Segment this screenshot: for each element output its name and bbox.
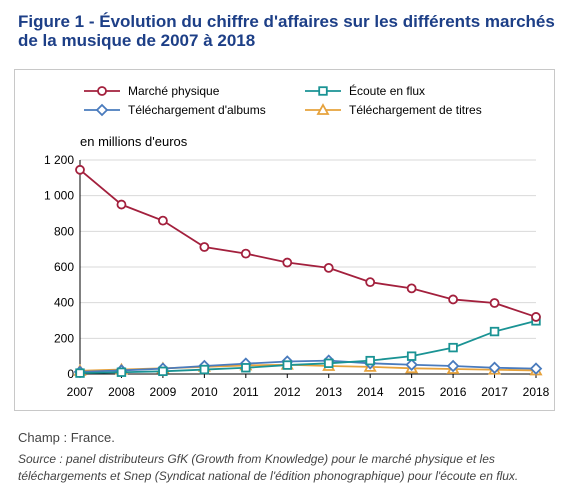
data-point — [406, 351, 417, 361]
figure-title-line-2: de la musique de 2007 à 2018 — [18, 31, 256, 50]
legend-item: Téléchargement de titres — [305, 103, 482, 117]
y-axis-label: en millions d'euros — [80, 134, 188, 149]
x-tick-label: 2009 — [150, 385, 177, 399]
legend-item: Marché physique — [84, 84, 220, 98]
scope-note: Champ : France. — [18, 430, 115, 445]
data-point — [406, 283, 417, 294]
y-tick-label: 200 — [54, 331, 74, 345]
y-tick-label: 400 — [54, 296, 74, 310]
data-point — [448, 342, 458, 353]
data-point — [75, 368, 85, 378]
series-1 — [75, 316, 541, 378]
x-tick-label: 2012 — [274, 385, 301, 399]
series-line — [79, 169, 537, 318]
data-point — [282, 360, 292, 370]
data-point — [241, 363, 251, 373]
line-chart: Marché physique Écoute en flux Téléchargem… — [44, 83, 550, 399]
data-point — [529, 362, 543, 375]
data-point — [240, 248, 251, 259]
data-point — [158, 215, 168, 226]
legend-marker — [318, 86, 328, 96]
x-tick-label: 2014 — [357, 385, 384, 399]
series-line — [79, 359, 537, 373]
source-note: Source : panel distributeurs GfK (Growth… — [18, 452, 519, 483]
figure-title: Figure 1 - Évolution du chiffre d'affair… — [18, 12, 558, 50]
legend-marker — [316, 103, 330, 115]
y-tick-label: 600 — [54, 260, 74, 274]
legend-label: Écoute en flux — [349, 83, 425, 98]
x-tick-label: 2016 — [440, 385, 467, 399]
data-point — [116, 367, 127, 377]
x-tick-label: 2013 — [315, 385, 342, 399]
data-point — [531, 312, 541, 322]
data-point — [446, 359, 460, 373]
x-tick-label: 2010 — [191, 385, 218, 399]
legend-item: Téléchargement d'albums — [84, 103, 266, 117]
x-tick-label: 2011 — [233, 385, 259, 399]
x-tick-label: 2017 — [481, 385, 508, 399]
y-tick-label: 1 200 — [44, 153, 74, 167]
legend-label: Téléchargement de titres — [349, 103, 482, 117]
data-point — [488, 361, 501, 375]
x-tick-label: 2008 — [108, 385, 135, 399]
legend-label: Téléchargement d'albums — [128, 103, 266, 117]
data-point — [199, 364, 210, 375]
data-point — [405, 358, 418, 371]
y-tick-label: 800 — [54, 224, 74, 238]
legend-marker — [97, 86, 107, 96]
chart-series — [73, 164, 543, 379]
data-point — [75, 164, 85, 175]
legend-item: Écoute en flux — [305, 83, 425, 98]
data-point — [282, 257, 293, 268]
data-point — [489, 298, 500, 308]
legend-marker — [95, 103, 109, 117]
series-line — [79, 319, 537, 375]
series-0 — [75, 164, 541, 322]
figure-title-line-1: Figure 1 - Évolution du chiffre d'affair… — [18, 12, 555, 31]
x-tick-label: 2015 — [398, 385, 425, 399]
y-tick-label: 0 — [67, 367, 74, 381]
data-point — [199, 242, 210, 252]
data-point — [365, 355, 375, 366]
chart-legend: Marché physique Écoute en flux Téléchargem… — [84, 83, 482, 117]
x-tick-label: 2007 — [67, 385, 94, 399]
chart-container: Marché physique Écoute en flux Téléchargem… — [14, 69, 555, 411]
chart-gridlines: 0 200 400 600 800 1 000 1 200 — [44, 153, 536, 381]
x-tick-label: 2018 — [523, 385, 550, 399]
data-point — [365, 277, 376, 288]
data-point — [116, 199, 127, 210]
legend-label: Marché physique — [128, 84, 220, 98]
data-point — [489, 326, 500, 337]
data-point — [323, 262, 334, 273]
data-point — [324, 358, 334, 368]
chart-axes: 2007 2008 2009 2010 2011 2012 2013 2014 2015 2016… — [67, 160, 550, 399]
y-tick-label: 1 000 — [44, 189, 74, 203]
data-point — [158, 366, 168, 377]
data-point — [448, 294, 458, 305]
